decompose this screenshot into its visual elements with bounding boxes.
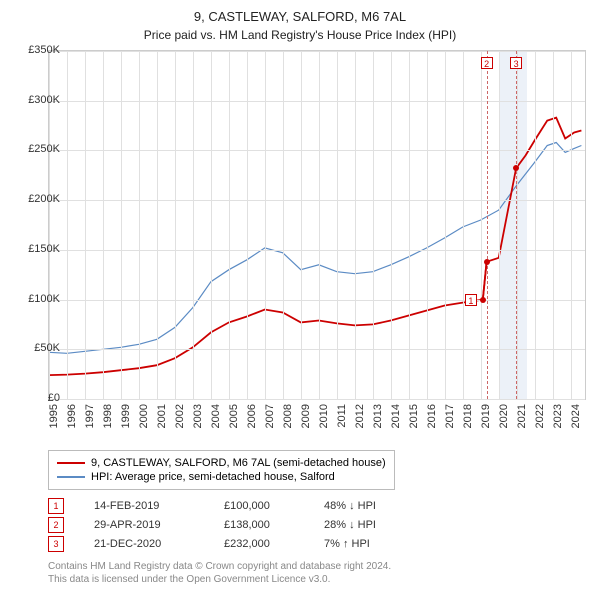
row-hpi: 48% ↓ HPI [324,500,424,512]
x-axis-label: 2010 [318,404,330,444]
x-axis-label: 2022 [534,404,546,444]
chart-marker: 1 [465,294,477,306]
legend-swatch-red [57,462,85,464]
chart-marker: 3 [510,57,522,69]
table-row: 3 21-DEC-2020 £232,000 7% ↑ HPI [48,536,424,552]
y-axis-label: £50K [20,342,60,354]
table-row: 2 29-APR-2019 £138,000 28% ↓ HPI [48,517,424,533]
row-date: 14-FEB-2019 [94,500,224,512]
x-axis-label: 1999 [120,404,132,444]
row-hpi: 7% ↑ HPI [324,538,424,550]
legend-box: 9, CASTLEWAY, SALFORD, M6 7AL (semi-deta… [48,450,395,490]
x-axis-label: 2002 [174,404,186,444]
row-marker: 2 [48,517,64,533]
x-axis-label: 2021 [516,404,528,444]
x-axis-label: 1997 [84,404,96,444]
x-axis-label: 2018 [462,404,474,444]
x-axis-label: 2000 [138,404,150,444]
row-marker: 3 [48,536,64,552]
row-date: 29-APR-2019 [94,519,224,531]
legend-label: 9, CASTLEWAY, SALFORD, M6 7AL (semi-deta… [91,457,386,469]
chart-svg [49,51,585,399]
x-axis-label: 2023 [552,404,564,444]
row-date: 21-DEC-2020 [94,538,224,550]
y-axis-label: £300K [20,94,60,106]
x-axis-label: 1996 [66,404,78,444]
row-marker: 1 [48,498,64,514]
x-axis-label: 2008 [282,404,294,444]
table-row: 1 14-FEB-2019 £100,000 48% ↓ HPI [48,498,424,514]
y-axis-label: £250K [20,143,60,155]
legend-row: 9, CASTLEWAY, SALFORD, M6 7AL (semi-deta… [57,457,386,469]
y-axis-label: £350K [20,44,60,56]
title-line2: Price paid vs. HM Land Registry's House … [0,28,600,42]
x-axis-label: 2005 [228,404,240,444]
footer-text: Contains HM Land Registry data © Crown c… [48,560,391,586]
row-hpi: 28% ↓ HPI [324,519,424,531]
x-axis-label: 2024 [570,404,582,444]
row-price: £100,000 [224,500,324,512]
title-line1: 9, CASTLEWAY, SALFORD, M6 7AL [0,0,600,26]
footer-line2: This data is licensed under the Open Gov… [48,573,391,586]
chart-container: 9, CASTLEWAY, SALFORD, M6 7AL Price paid… [0,0,600,590]
x-axis-label: 2004 [210,404,222,444]
x-axis-label: 2011 [336,404,348,444]
x-axis-label: 2016 [426,404,438,444]
y-axis-label: £100K [20,293,60,305]
x-axis-label: 2012 [354,404,366,444]
x-axis-label: 1998 [102,404,114,444]
chart-plot-area: 1 2 3 [48,50,586,400]
x-axis-label: 1995 [48,404,60,444]
chart-marker: 2 [481,57,493,69]
sales-table: 1 14-FEB-2019 £100,000 48% ↓ HPI 2 29-AP… [48,495,424,555]
x-axis-label: 2001 [156,404,168,444]
x-axis-label: 2020 [498,404,510,444]
y-axis-label: £0 [20,392,60,404]
row-price: £232,000 [224,538,324,550]
x-axis-label: 2009 [300,404,312,444]
x-axis-label: 2006 [246,404,258,444]
legend-row: HPI: Average price, semi-detached house,… [57,471,386,483]
y-axis-label: £150K [20,243,60,255]
legend-label: HPI: Average price, semi-detached house,… [91,471,335,483]
x-axis-label: 2015 [408,404,420,444]
x-axis-label: 2014 [390,404,402,444]
legend-swatch-blue [57,476,85,478]
x-axis-label: 2013 [372,404,384,444]
row-price: £138,000 [224,519,324,531]
y-axis-label: £200K [20,193,60,205]
x-axis-label: 2007 [264,404,276,444]
x-axis-label: 2019 [480,404,492,444]
x-axis-label: 2003 [192,404,204,444]
footer-line1: Contains HM Land Registry data © Crown c… [48,560,391,573]
x-axis-label: 2017 [444,404,456,444]
